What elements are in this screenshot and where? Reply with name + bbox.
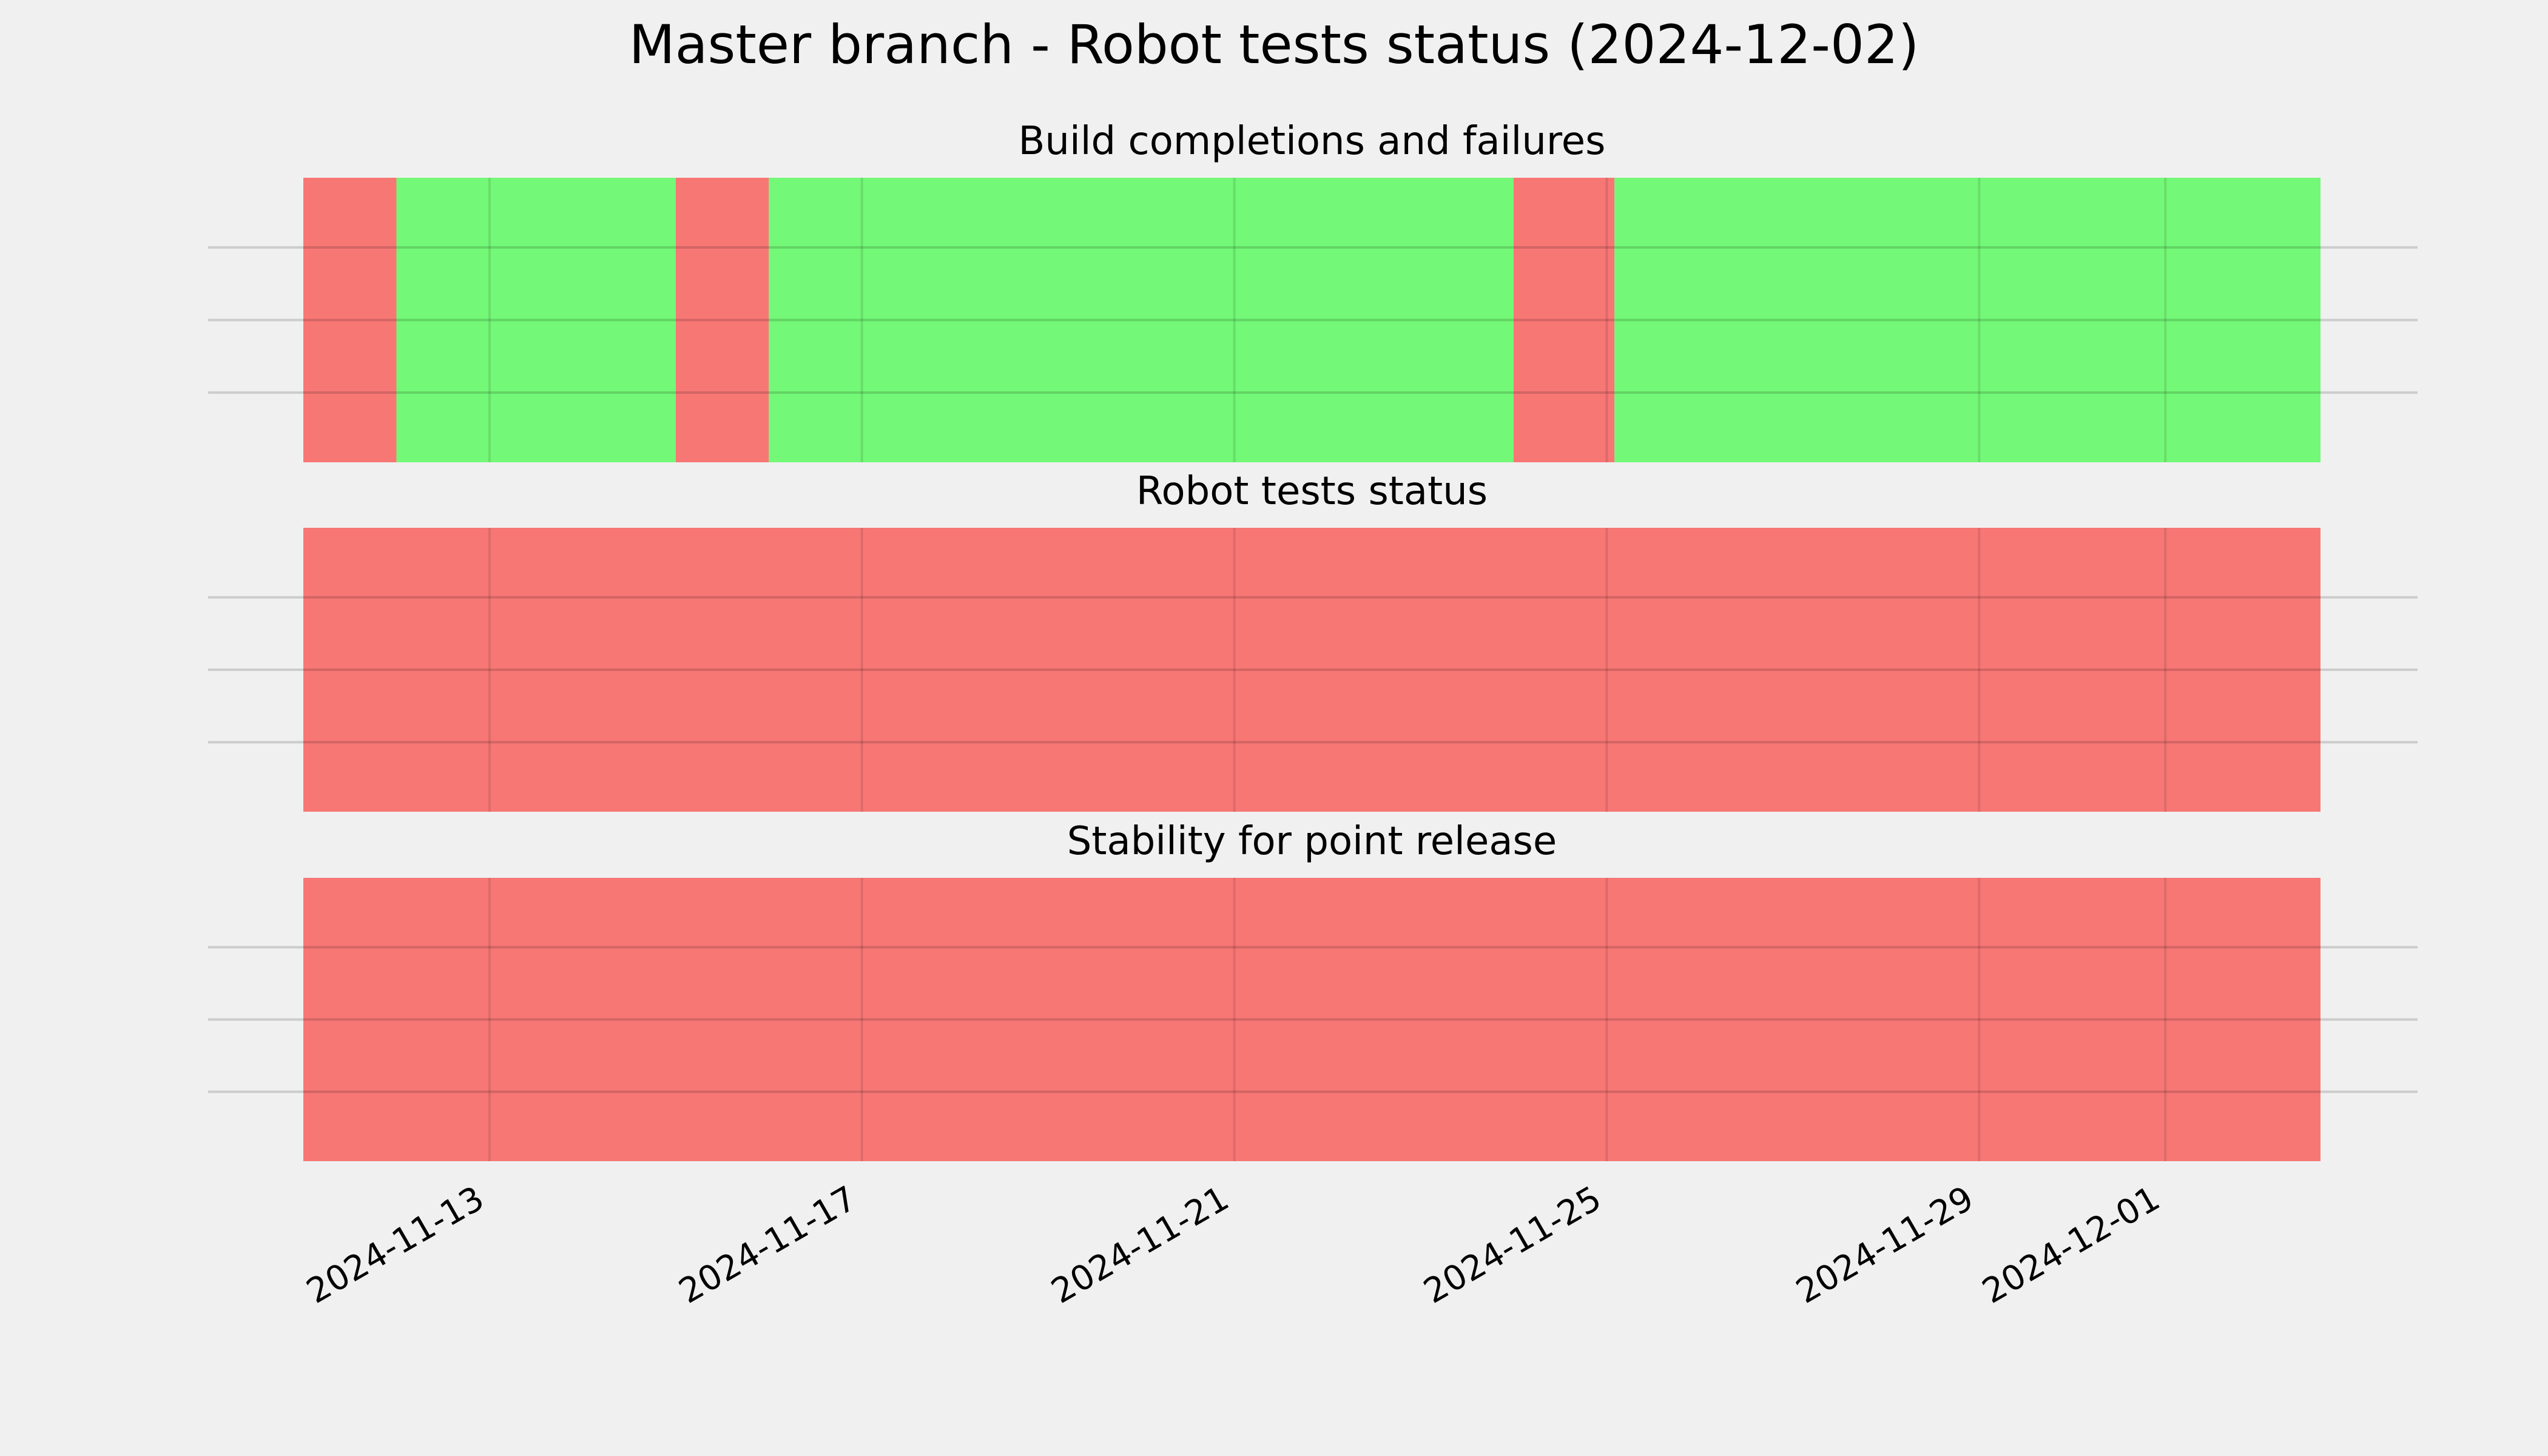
chart-panels: Build completions and failures Robot test… <box>208 119 2418 1161</box>
status-segment-pass <box>769 178 1514 462</box>
panel-title: Stability for point release <box>1067 819 1557 864</box>
status-segment-fail <box>1514 178 1615 462</box>
status-segment-fail <box>303 878 2320 1161</box>
status-segment-fail <box>303 528 2320 812</box>
panel-title: Robot tests status <box>1136 469 1488 514</box>
panel-1: Build completions and failures <box>208 119 2418 462</box>
figure-title: Master branch - Robot tests status (2024… <box>629 13 1919 76</box>
status-segment-pass <box>396 178 676 462</box>
status-segment-fail <box>303 178 397 462</box>
panel-title: Build completions and failures <box>1019 119 1606 164</box>
panel-2: Robot tests status <box>208 469 2418 812</box>
status-segment-pass <box>1614 178 2320 462</box>
status-segment-fail <box>675 178 769 462</box>
panel-3: Stability for point release <box>208 819 2418 1161</box>
